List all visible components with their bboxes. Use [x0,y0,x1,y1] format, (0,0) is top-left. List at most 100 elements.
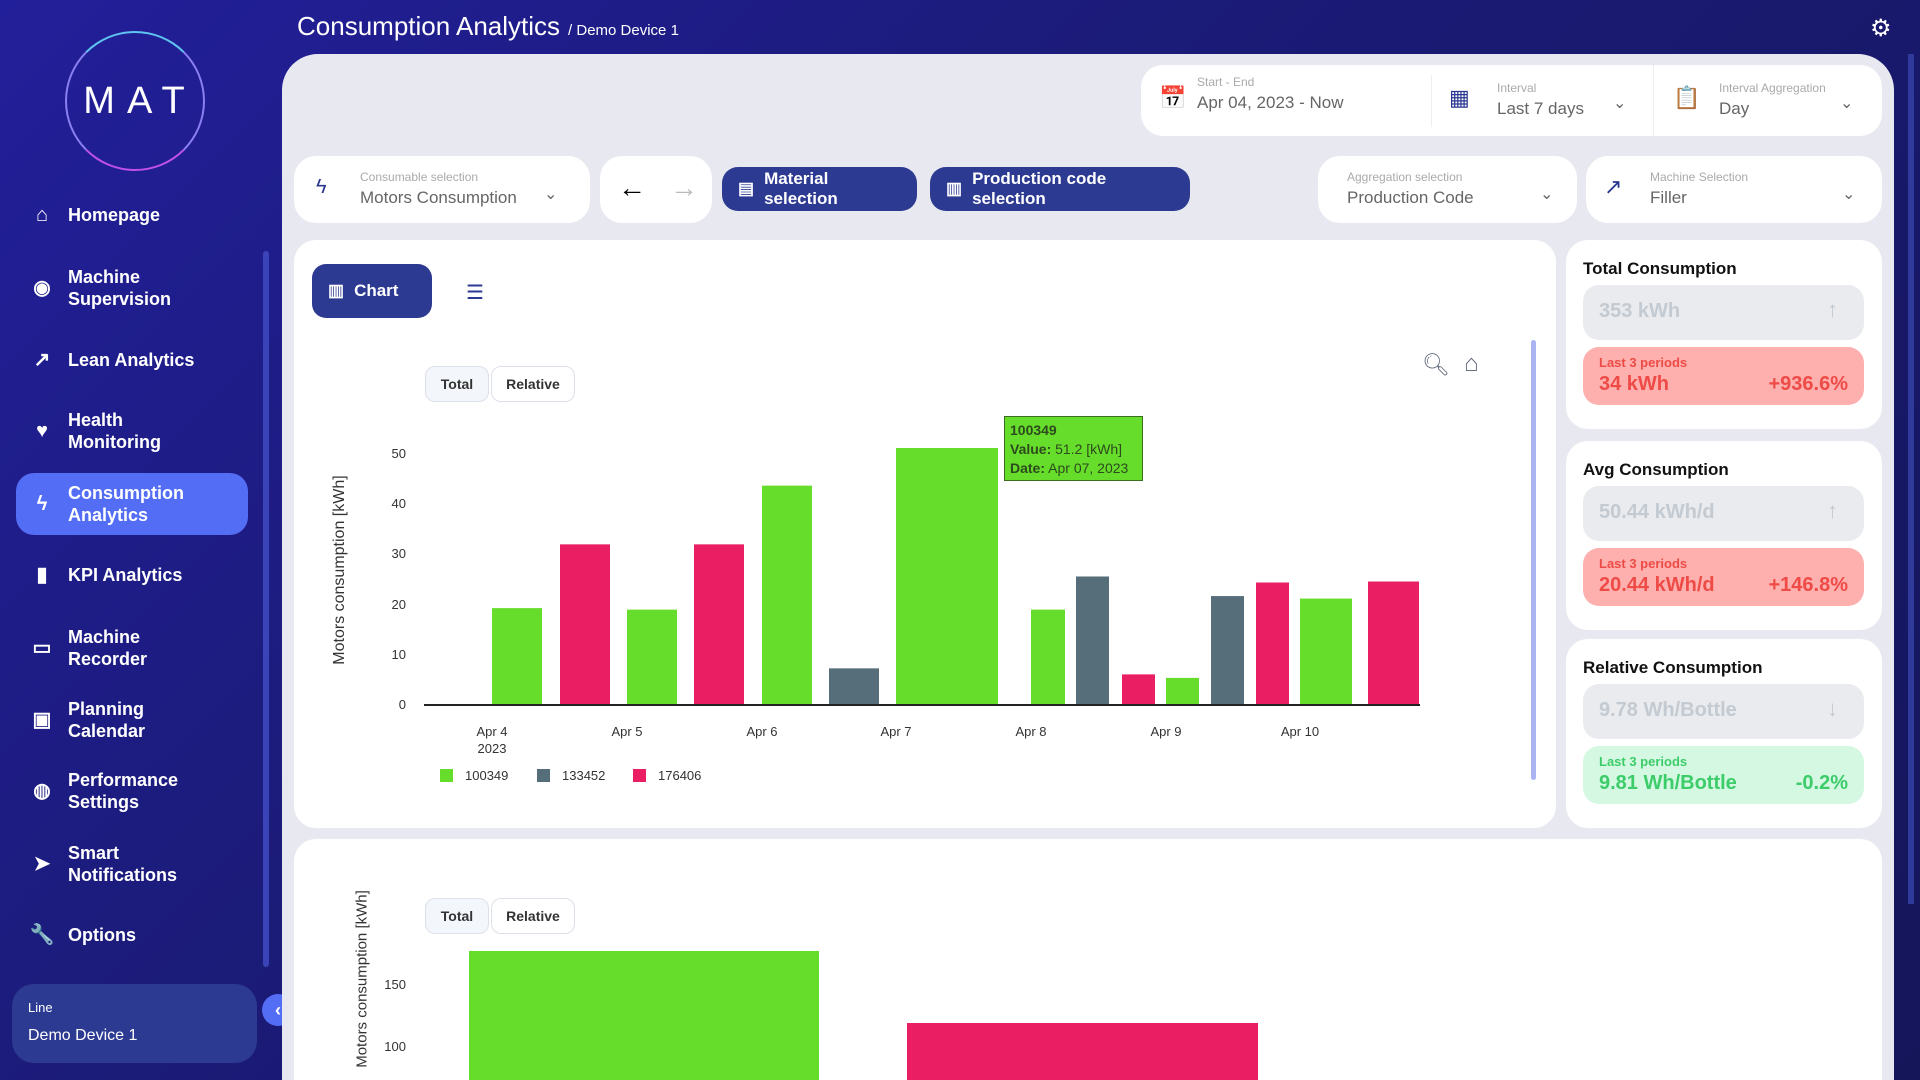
bar-100349-apr-4[interactable] [492,608,542,705]
sidebar-item-label: Homepage [68,205,161,225]
arrow-left-icon[interactable]: ← [618,172,646,203]
x-tick-label: Apr 6 [746,724,778,739]
aggregation-select[interactable]: Aggregation selection Production Code ⌄ [1318,156,1577,223]
home-icon: ⌂ [35,204,49,226]
date-filter-card: 📅 Start - End Apr 04, 2023 - Now ▦ Inter… [1141,65,1882,136]
legend-swatch [440,769,453,782]
bar-176406-apr-8[interactable] [1122,674,1155,705]
clipboard-icon: 📋 [1673,85,1701,110]
interval-label: Interval [1497,81,1537,95]
sidebar-item-lean-analytics[interactable]: ↗ Lean Analytics [16,329,248,391]
y-tick-label: 0 [398,697,406,712]
line-value: Demo Device 1 [28,1027,138,1044]
page-title: Consumption Analytics / Demo Device 1 [297,11,679,42]
legend-item-100349[interactable]: 100349 [440,768,508,783]
bar-133452-apr-9[interactable] [1211,596,1244,705]
bar-133452-apr-6[interactable] [829,668,879,705]
legend-item-176406[interactable]: 176406 [633,768,701,783]
chart-scrollbar[interactable] [1531,340,1536,780]
y-axis-label: Motors consumption [kWh] [353,890,371,1068]
bar-176406-apr-5[interactable] [694,544,744,705]
bar-100349-apr-5[interactable] [627,609,677,705]
sidebar-item-machine-recorder[interactable]: ▭ Machine Recorder [16,617,248,679]
interval-aggregation-select[interactable]: Interval Aggregation Day [1719,81,1869,119]
kpi-value: 9.78 Wh/Bottle [1599,699,1737,721]
legend-label: 133452 [562,768,606,783]
sidebar-item-label: Lean Analytics [68,350,195,370]
relative-button[interactable]: Relative [491,898,575,934]
chevron-down-icon: ⌄ [544,186,558,203]
sidebar-item-planning-calendar[interactable]: ▣ Planning Calendar [16,689,248,751]
interval-aggregation-value: Day [1719,99,1750,118]
x-tick-label: Apr 4 [476,724,508,739]
legend-item-133452[interactable]: 133452 [537,768,605,783]
sidebar-item-machine-supervision[interactable]: ◉ Machine Supervision [16,257,248,319]
sidebar-item-label: Planning Calendar [68,699,146,741]
bar-100349[interactable] [469,950,819,1080]
sidebar-item-smart-notifications[interactable]: ➤ Smart Notifications [16,833,248,895]
line-selector[interactable]: Line Demo Device 1 [12,984,257,1063]
bar-176406-apr-4[interactable] [560,544,610,705]
bar-100349-apr-7[interactable] [896,447,998,705]
logo: MAT [65,31,205,171]
bar-chart-icon: ▥ [328,281,345,300]
relative-button[interactable]: Relative [491,366,575,402]
machine-select[interactable]: ↗ Machine Selection Filler ⌄ [1586,156,1882,223]
bar-176406[interactable] [907,1022,1258,1080]
trend-icon: ↗ [1604,174,1623,199]
sidebar-item-kpi-analytics[interactable]: ▮ KPI Analytics [16,544,248,606]
start-end-field[interactable]: Start - End Apr 04, 2023 - Now [1197,75,1343,113]
trend-icon: ↗ [33,349,51,371]
chevron-down-icon[interactable]: ⌄ [1840,95,1854,112]
interval-select[interactable]: Interval Last 7 days [1497,81,1667,119]
chart-view-label: Chart [354,281,399,300]
sidebar-scrollbar[interactable] [263,251,269,967]
kpi-cmp-label: Last 3 periods [1599,355,1688,370]
tooltip-date-label: Date: [1010,460,1046,476]
total-button[interactable]: Total [425,898,489,934]
start-end-value: Apr 04, 2023 - Now [1197,93,1344,112]
bar-100349-apr-10[interactable] [1300,598,1352,705]
trend-arrow-icon: ↑ [1827,297,1838,322]
y-tick-label: 10 [391,646,406,662]
zoom-icon[interactable]: 🔍︎ [1422,352,1450,377]
sidebar-item-consumption-analytics[interactable]: ϟ Consumption Analytics [16,473,248,535]
bar-100349-apr-9[interactable] [1166,677,1199,705]
sidebar-item-homepage[interactable]: ⌂ Homepage [16,184,248,246]
sidebar-item-options[interactable]: 🔧 Options [16,904,248,966]
table-view-icon[interactable]: ☰ [466,282,484,304]
sidebar-item-label: Machine Recorder [68,627,148,669]
kpi-card-relative-consumption: Relative Consumption 9.78 Wh/Bottle ↓ Las… [1566,639,1882,828]
sidebar-item-health-monitoring[interactable]: ♥ Health Monitoring [16,400,248,462]
sidebar-item-label: KPI Analytics [68,565,183,585]
home-icon[interactable]: ⌂ [1464,350,1479,377]
kpi-cmp-label: Last 3 periods [1599,556,1688,571]
bar-176406-apr-10[interactable] [1368,581,1419,705]
chevron-down-icon[interactable]: ⌄ [1613,95,1627,112]
consumable-value: Motors Consumption [360,188,517,207]
material-icon: ▤ [738,179,755,198]
recorder-icon: ▭ [32,637,52,659]
kpi-cmp-value: 20.44 kWh/d [1599,574,1715,596]
bar-100349-apr-8[interactable] [1031,609,1065,705]
gear-icon[interactable]: ⚙ [1870,15,1892,42]
sidebar-item-performance-settings[interactable]: ◍ Performance Settings [16,760,248,822]
page-scrollbar[interactable] [1908,54,1914,904]
legend-label: 100349 [465,768,509,783]
y-tick-label: 40 [391,496,406,512]
chart-view-button[interactable]: ▥ Chart [312,264,432,318]
arrow-right-icon[interactable]: → [670,172,698,203]
total-button[interactable]: Total [425,366,489,402]
calendar-icon: ▣ [32,709,52,731]
kpi-card-avg-consumption: Avg Consumption 50.44 kWh/d ↑ Last 3 peri… [1566,441,1882,630]
bar-133452-apr-8[interactable] [1076,576,1109,705]
production-code-selection-button[interactable]: ▥ Production code selection [930,167,1190,211]
bar-176406-apr-9[interactable] [1256,582,1289,705]
stopwatch-icon: ◍ [33,780,51,802]
divider [1431,75,1432,127]
material-selection-button[interactable]: ▤ Material selection [722,167,917,211]
consumable-select[interactable]: ϟ Consumable selection Motors Consumptio… [294,156,590,223]
kpi-title: Avg Consumption [1583,460,1729,479]
bar-100349-apr-6[interactable] [762,485,812,705]
